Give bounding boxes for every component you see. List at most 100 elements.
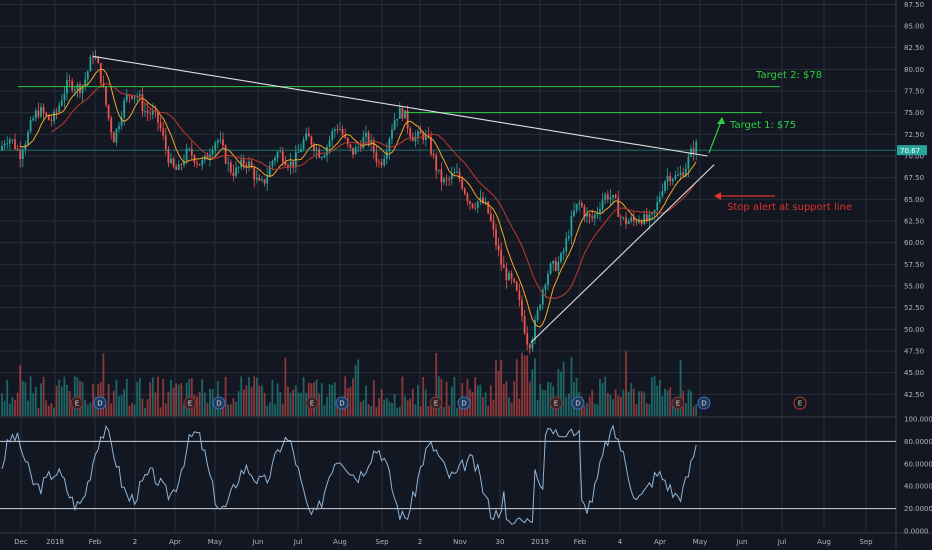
candle-body [201,160,204,166]
price-tick-label: 47.50 [904,348,924,356]
volume-bar [172,387,175,416]
candle-body [206,155,209,160]
marker-letter: D [575,400,580,408]
volume-bar [276,383,279,416]
candle-body [677,175,679,176]
volume-bar [71,399,74,416]
stop-alert-annotation: Stop alert at support line [727,202,852,213]
candle-body [575,203,578,211]
candle-body [281,151,284,162]
candle-body [656,202,659,210]
time-tick-label: Jun [736,538,748,546]
candle-body [513,278,516,282]
candle-body [630,217,633,222]
price-tick-label: 87.50 [904,1,924,9]
volume-bar [671,402,674,416]
candle-body [190,148,193,156]
volume-bar [583,405,586,416]
candle-body [237,167,240,169]
volume-bar [320,383,323,416]
candle-body [328,139,331,147]
candle-body [125,94,128,101]
candle-body [539,304,542,310]
volume-bar [32,393,35,416]
candle-body [583,206,586,217]
volume-bar [440,378,443,416]
candle-body [406,110,409,129]
volume-bar [136,381,139,416]
price-tick-label: 42.50 [904,391,924,399]
candle-body [63,93,66,101]
volume-bar [531,369,534,416]
candle-body [401,107,404,119]
price-tick-label: 65.00 [904,196,924,204]
candle-body [222,139,224,146]
candle-body [471,203,474,208]
volume-bar [528,381,531,416]
candle-body [544,284,547,290]
volume-bar [487,405,490,416]
candle-body [16,148,19,150]
earnings-marker [671,396,685,410]
earnings-marker [183,396,197,410]
time-tick-label: 2 [418,538,422,546]
candle-body [424,134,427,140]
candle-body [651,212,653,215]
volume-bar [170,379,172,416]
candle-body [229,162,232,173]
candle-body [302,139,305,149]
candle-body [549,263,552,274]
candle-body [6,143,9,145]
candle-body [50,120,53,121]
candle-body [692,148,695,154]
candle-body [515,281,518,291]
marker-letter: D [216,400,221,408]
candle-body [588,213,591,217]
earnings-marker [70,396,84,410]
volume-bar [248,377,250,416]
candle-body [92,57,94,59]
candle-body [409,128,412,137]
candle-body [580,203,583,207]
volume-bar [266,405,269,416]
candle-body [224,145,227,164]
candle-body [450,173,453,180]
candle-body [398,107,401,119]
volume-bar [409,398,412,416]
candle-body [354,147,357,155]
time-tick-label: 30 [496,538,505,546]
volume-bar [112,390,115,416]
volume-bar [84,400,87,416]
candle-body [271,160,274,166]
volume-bar [567,393,570,416]
volume-bar [570,356,573,416]
candle-body [89,57,92,72]
volume-bar [547,381,549,416]
volume-bar [11,396,14,416]
volume-bar [45,400,48,416]
candle-body [71,80,74,91]
candle-body [177,164,180,170]
volume-bar [627,391,630,416]
price-tick-label: 80.00 [904,66,924,74]
volume-bar [146,399,149,416]
candle-body [638,220,640,223]
candle-body [164,135,167,150]
support-trendline [530,164,715,343]
volume-bar [492,399,495,416]
candle-body [32,118,35,121]
time-tick-label: Jul [777,538,787,546]
volume-bar [42,376,45,416]
price-tick-label: 67.50 [904,174,924,182]
volume-bar [541,389,544,416]
volume-bar [105,405,107,416]
candle-body [253,167,256,180]
marker-letter: E [554,400,558,408]
volume-bar [261,385,263,416]
candle-body [118,125,120,129]
volume-bar [328,384,331,416]
volume-bar [596,404,599,416]
candle-body [679,172,682,176]
volume-bar [144,407,146,416]
